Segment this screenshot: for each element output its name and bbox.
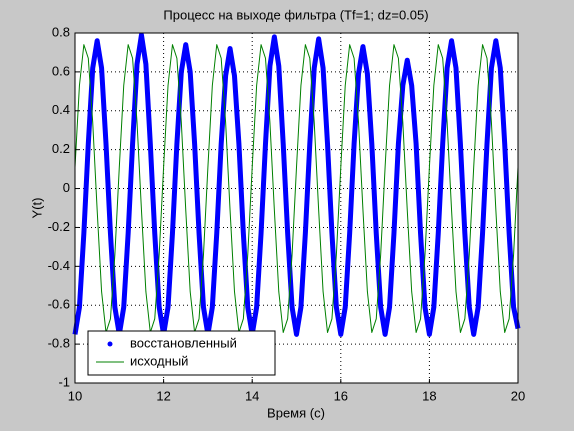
x-tick-label: 16: [334, 388, 348, 403]
y-tick-label: 0.4: [52, 102, 70, 117]
y-tick-label: -1: [58, 374, 70, 389]
y-tick-label: 0.2: [52, 141, 70, 156]
plot: [72, 32, 521, 337]
x-tick-label: 18: [422, 388, 436, 403]
legend-label: исходный: [130, 353, 188, 368]
legend-box: [87, 330, 276, 376]
axes-frame: [74, 32, 519, 384]
y-tick-label: -0.4: [48, 258, 70, 273]
legend-label: восстановленный: [130, 335, 237, 350]
x-tick-label: 14: [245, 388, 259, 403]
ticks: 10 12 14 16 18 20 -1 -0.8 -0.6 -0.4 -0.2 0 0.2 0.4 0.6…: [48, 24, 526, 403]
y-tick-label: 0.8: [52, 24, 70, 39]
x-tick-label: 20: [511, 388, 525, 403]
legend-marker: [107, 341, 113, 347]
y-tick-label: -0.2: [48, 219, 70, 234]
x-tick-label: 10: [68, 388, 82, 403]
series-line: [72, 32, 521, 337]
x-tick-label: 12: [156, 388, 170, 403]
series-line: [74, 44, 519, 333]
y-tick-label: -0.6: [48, 297, 70, 312]
y-tick-label: -0.8: [48, 336, 70, 351]
chart-title: Процесс на выходе фильтра (Tf=1; dz=0.05…: [163, 7, 428, 22]
legend: восстановленный исходный: [87, 330, 276, 376]
x-axis-label: Время (c): [267, 405, 325, 420]
y-axis-label: Y(t): [29, 198, 44, 219]
y-tick-label: 0.6: [52, 63, 70, 78]
y-tick-label: 0: [63, 180, 70, 195]
